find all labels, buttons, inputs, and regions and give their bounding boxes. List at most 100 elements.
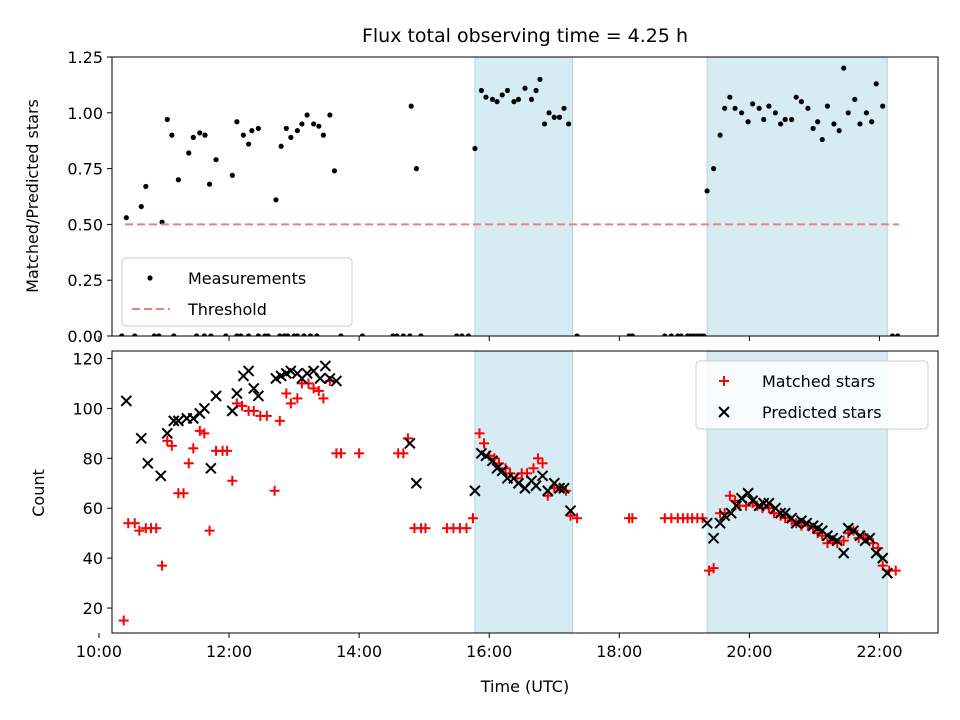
predicted-stars-point [496,465,508,477]
matched-stars-point [318,393,329,404]
predicted-stars-point [553,482,566,494]
legend-measurements-label: Measurements [188,269,306,288]
measurements-point [805,105,811,111]
predicted-stars-point [718,510,731,522]
predicted-stars-point [210,390,222,402]
predicted-stars-point-b [800,517,813,529]
y-axis-label-top: Matched/Predicted stars [23,99,42,293]
predicted-stars-point-b [248,382,260,395]
x-tick-label: 14:00 [336,642,382,661]
matched-stars-point [134,525,145,536]
predicted-stars-point-b [242,365,255,377]
matched-stars-point [420,523,431,534]
measurements-point [390,333,396,336]
measurements-point [499,92,505,98]
measurements-point [772,110,779,116]
matched-stars-point [248,405,259,416]
shaded-region-0 [474,350,573,634]
predicted-stars-point [187,412,200,425]
matched-stars-point [178,488,189,499]
predicted-stars-point [735,492,748,504]
legend-matched-stars-swatch [719,376,729,386]
predicted-stars-point [725,507,737,519]
measurements-point [727,94,733,100]
predicted-stars-point-b [735,492,748,504]
predicted-stars-point-b [512,477,525,489]
measurements-point [245,141,252,147]
predicted-stars-point [469,485,481,497]
predicted-stars-point-b [769,502,782,514]
matched-stars-point [157,560,168,571]
predicted-stars-point [774,507,787,519]
predicted-stars-point-b [491,462,503,474]
matched-stars-point [335,448,346,459]
measurements-point [515,96,522,103]
measurements-point [750,101,756,107]
measurements-point [132,333,138,336]
predicted-stars-point-b [718,510,731,522]
predicted-stars-point [763,497,775,509]
predicted-stars-point [707,532,720,544]
measurements-point [863,110,870,116]
measurements-point [400,333,406,336]
predicted-stars-point-b [330,375,343,387]
predicted-stars-point-b [757,497,770,509]
measurements-point [255,125,261,132]
predicted-stars-point-b [795,514,808,527]
predicted-stars-point [404,437,416,450]
y-tick-label: 100 [72,399,103,418]
measurements-point [841,65,847,71]
measurements-point [489,96,496,103]
predicted-stars-point-b [319,360,332,372]
matched-stars-point [199,428,210,439]
measurements-point [533,87,539,94]
predicted-stars-point-b [285,365,297,377]
measurements-point [138,203,144,210]
predicted-stars-point [870,547,882,559]
predicted-stars-point [172,415,185,427]
measurements-point [662,333,668,336]
matched-stars-point [461,523,472,534]
y-tick-label: 0.50 [67,215,103,234]
predicted-stars-point [161,427,173,440]
y-tick-label: 20 [83,599,103,618]
predicted-stars-point-b [742,487,754,499]
predicted-stars-point-b [826,532,839,544]
predicted-stars-point [701,517,713,529]
matched-stars-point [274,415,285,426]
matched-stars-point [237,400,248,411]
predicted-stars-point-b [404,437,416,450]
predicted-stars-point [779,507,791,519]
matched-stars-point [261,410,272,421]
measurements-point [277,333,283,336]
measurements-point [169,132,175,138]
predicted-stars-point-b [486,455,499,467]
predicted-stars-point-b [155,470,167,482]
axes-frame [111,350,939,634]
measurements-point [810,125,816,132]
measurements-point [193,333,200,336]
measurements-point [201,333,207,336]
predicted-stars-point-b [774,507,787,519]
measurements-point [798,99,805,105]
predicted-stars-point-b [475,447,488,460]
predicted-stars-point [168,415,180,427]
predicted-stars-point [486,455,499,467]
measurements-point [213,157,219,163]
legend-box [121,257,353,327]
measurements-point [465,333,472,336]
predicted-stars-point-b [877,552,889,564]
predicted-stars-point [319,360,332,372]
predicted-stars-point [530,480,542,492]
measurements-point [745,119,751,125]
shaded-region-1 [706,56,888,337]
measurements-point [299,121,305,127]
predicted-stars-point-b [530,480,542,492]
x-tick-label: 22:00 [856,642,902,661]
matched-stars-point [724,490,735,501]
matched-stars-point [269,485,280,496]
measurements-point [668,333,674,336]
measurements-point [307,333,313,336]
measurements-point [738,110,745,116]
measurements-point [857,121,863,127]
